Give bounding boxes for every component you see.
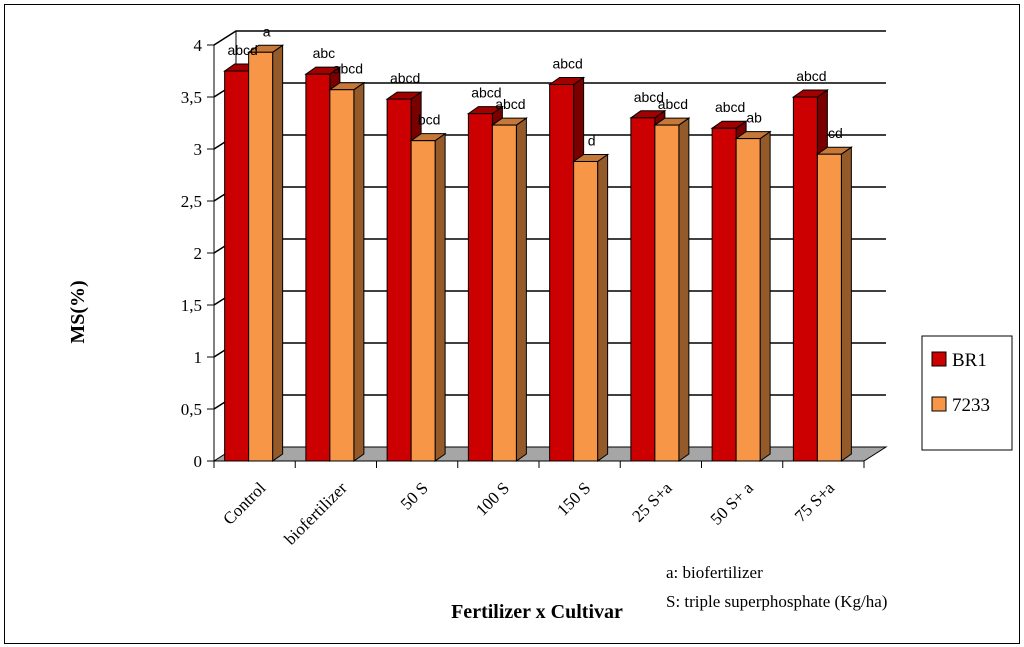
significance-label: abcd (471, 85, 501, 101)
y-tick-label: 2,5 (181, 192, 202, 211)
x-tick-label: 50 S (397, 478, 432, 513)
significance-label: ab (746, 110, 762, 126)
significance-label: abcd (227, 42, 257, 58)
bar-7233-6 (734, 130, 772, 462)
x-tick-label: 50 S+ a (707, 478, 758, 529)
bar-7233-5 (653, 117, 691, 462)
bar-front (816, 153, 842, 462)
x-tick-label: 25 S+a (628, 478, 676, 526)
bar-front (467, 113, 493, 462)
legend-label-7233: 7233 (952, 395, 990, 416)
y-tick-label: 2 (194, 244, 203, 263)
bar-front (410, 140, 436, 462)
x-axis-title: Fertilizer x Cultivar (451, 601, 623, 623)
bar-7233-7 (815, 146, 853, 462)
bar-side (353, 81, 365, 462)
significance-label: abcd (658, 96, 688, 112)
legend-swatch-7233 (931, 396, 947, 412)
note-superphosphate: S: triple superphosphate (Kg/ha) (666, 592, 887, 611)
bar-7233-3 (490, 117, 528, 462)
y-axis-title: MS(%) (67, 280, 89, 343)
significance-label: cd (828, 125, 843, 141)
bar-7233-1 (328, 81, 366, 462)
bar-front (305, 73, 331, 462)
x-tick-label: biofertilizer (281, 478, 351, 548)
significance-label: abcd (390, 70, 420, 86)
x-tick-label: 75 S+a (791, 478, 839, 526)
y-tick-label: 1 (194, 348, 203, 367)
bar-side (515, 117, 527, 462)
bar-front (491, 124, 517, 462)
bar-front (549, 84, 575, 462)
significance-label: abcd (495, 96, 525, 112)
significance-label: abcd (333, 61, 363, 77)
y-tick-label: 3,5 (181, 88, 202, 107)
significance-label: abcd (634, 89, 664, 105)
bar-side (272, 44, 284, 462)
bar-side (840, 146, 852, 462)
significance-label: abcd (715, 99, 745, 115)
bar-side (678, 117, 690, 462)
significance-label: abcd (796, 68, 826, 84)
bar-7233-2 (409, 132, 447, 462)
note-biofertilizer: a: biofertilizer (666, 563, 763, 582)
legend-label-br1: BR1 (952, 350, 987, 371)
y-tick-label: 0 (194, 452, 203, 471)
bar-side (434, 132, 446, 462)
significance-label: bcd (418, 112, 441, 128)
legend: BR1 7233 (921, 335, 1013, 451)
legend-swatch-br1 (931, 351, 947, 367)
significance-label: abc (313, 45, 336, 61)
bar-front (735, 138, 761, 462)
bar-side (759, 130, 771, 462)
x-tick-label: 100 S (472, 478, 513, 519)
y-tick-label: 0,5 (181, 400, 202, 419)
bar-front (711, 127, 737, 462)
bar-front (329, 89, 355, 462)
y-tick-label: 3 (194, 140, 203, 159)
bar-front (792, 96, 818, 462)
bar-front (654, 124, 680, 462)
bars (223, 44, 853, 462)
significance-labels: abcdaabcabcdabcdbcdabcdabcdabcddabcdabcd… (227, 23, 842, 148)
x-tick-label: 150 S (553, 478, 594, 519)
bar-front (573, 160, 599, 462)
y-tick-label: 4 (194, 36, 203, 55)
x-tick-label: Control (219, 478, 269, 528)
bar-side (597, 153, 609, 462)
significance-label: a (263, 23, 271, 39)
y-tick-label: 1,5 (181, 296, 202, 315)
bar-7233-0 (247, 44, 285, 462)
gridline (213, 30, 886, 46)
significance-label: d (588, 132, 596, 148)
bar-7233-4 (572, 153, 610, 462)
significance-label: abcd (552, 56, 582, 72)
bar-front (224, 70, 250, 462)
bar-front (630, 117, 656, 462)
bar-front (248, 51, 274, 462)
bar-front (386, 98, 412, 462)
